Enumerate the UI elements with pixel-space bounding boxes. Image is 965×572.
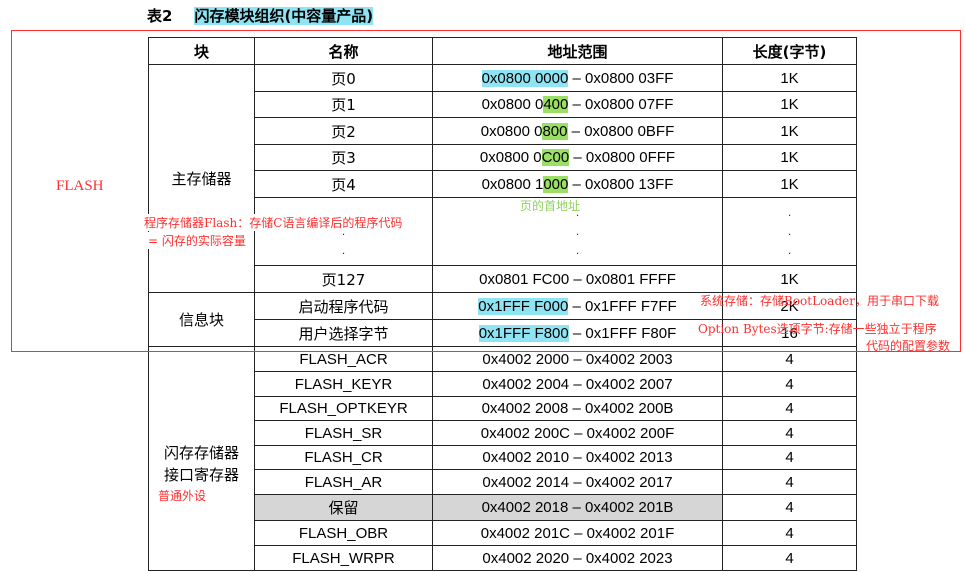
reg-name: FLASH_OBR xyxy=(254,520,433,546)
table-row: 闪存存储器 接口寄存器 FLASH_ACR 0x4002 2000 – 0x40… xyxy=(148,346,857,571)
reg-length: 4 xyxy=(722,346,857,372)
ellipsis-length: ... xyxy=(722,197,857,266)
reg-address: 0x4002 201C – 0x4002 201F xyxy=(432,520,723,546)
page-length: 1K xyxy=(722,170,857,198)
table-row: FLASH_OPTKEYR 0x4002 2008 – 0x4002 200B … xyxy=(149,396,857,421)
page-address: 0x0800 0400 – 0x0800 07FF xyxy=(432,91,723,118)
table-row: 页1 0x0800 0400 – 0x0800 07FF 1K xyxy=(149,91,857,118)
table-row: 页4 0x0800 1000 – 0x0800 13FF 1K xyxy=(149,170,857,198)
block-main: 主存储器 xyxy=(148,64,255,293)
table-row: 主存储器 页0 0x0800 0000 – 0x0800 03FF 1K xyxy=(148,64,857,293)
reg-length: 4 xyxy=(722,420,857,446)
block-info: 信息块 xyxy=(148,292,255,347)
reg-length: 4 xyxy=(722,445,857,470)
table-row: 页3 0x0800 0C00 – 0x0800 0FFF 1K xyxy=(149,144,857,171)
page-address: 0x0800 1000 – 0x0800 13FF xyxy=(432,170,723,198)
table-title-text: 闪存模块组织(中容量产品) xyxy=(194,7,374,25)
page-name: 页1 xyxy=(254,91,433,118)
reg-length: 4 xyxy=(722,520,857,546)
option-bytes-note: Option Bytes选项字节:存储一些独立于程序 xyxy=(698,322,937,336)
flash-label: FLASH xyxy=(56,178,104,194)
header-length: 长度(字节) xyxy=(722,37,857,65)
reg-name: FLASH_AR xyxy=(254,469,433,495)
info-name: 启动程序代码 xyxy=(254,292,433,320)
reg-address: 0x4002 2018 – 0x4002 201B xyxy=(432,494,723,521)
reg-address: 0x4002 2020 – 0x4002 2023 xyxy=(432,545,723,571)
reg-address: 0x4002 2004 – 0x4002 2007 xyxy=(432,371,723,397)
page-length: 1K xyxy=(722,265,857,293)
reg-address: 0x4002 200C – 0x4002 200F xyxy=(432,420,723,446)
program-memory-note: 程序存储器Flash：存储C语言编译后的程序代码 xyxy=(144,214,403,231)
reg-length: 4 xyxy=(722,545,857,571)
info-name: 用户选择字节 xyxy=(254,319,433,347)
page-length: 1K xyxy=(722,144,857,171)
reg-name: FLASH_ACR xyxy=(254,346,433,372)
page-length: 1K xyxy=(722,91,857,118)
table-row: FLASH_AR 0x4002 2014 – 0x4002 2017 4 xyxy=(149,469,857,495)
page-address: 0x0801 FC00 – 0x0801 FFFF xyxy=(432,265,723,293)
page-name: 页4 xyxy=(254,170,433,198)
table-title: 表2 闪存模块组织(中容量产品) xyxy=(147,5,374,26)
page-length: 1K xyxy=(722,64,857,92)
page-head-note: 页的首地址 xyxy=(520,199,581,213)
block-registers: 闪存存储器 接口寄存器 xyxy=(148,346,255,571)
table-row: 页2 0x0800 0800 – 0x0800 0BFF 1K xyxy=(149,117,857,145)
table-row: FLASH_OBR 0x4002 201C – 0x4002 201F 4 xyxy=(149,520,857,546)
page-name: 页127 xyxy=(254,265,433,293)
table-row: 信息块 启动程序代码 0x1FFF F000 – 0x1FFF F7FF 2K xyxy=(148,292,857,347)
reg-name: FLASH_WRPR xyxy=(254,545,433,571)
reg-length: 4 xyxy=(722,396,857,421)
info-length: 2K xyxy=(722,292,857,320)
ellipsis-address: ... xyxy=(432,197,723,266)
reg-name: 保留 xyxy=(254,494,433,521)
reg-length: 4 xyxy=(722,494,857,521)
reg-length: 4 xyxy=(722,469,857,495)
page-name: 页0 xyxy=(254,64,433,92)
reg-length: 4 xyxy=(722,371,857,397)
ellipsis-row: ... ... ... xyxy=(149,197,857,266)
reg-address: 0x4002 2008 – 0x4002 200B xyxy=(432,396,723,421)
reg-name: FLASH_KEYR xyxy=(254,371,433,397)
reg-address: 0x4002 2000 – 0x4002 2003 xyxy=(432,346,723,372)
block-registers-label: 闪存存储器 接口寄存器 xyxy=(163,443,239,484)
reg-name: FLASH_CR xyxy=(254,445,433,470)
table-row-reserved: 保留 0x4002 2018 – 0x4002 201B 4 xyxy=(148,494,857,521)
reg-name: FLASH_SR xyxy=(254,420,433,446)
table-number: 表2 xyxy=(147,7,173,25)
option-bytes-note-2: 代码的配置参数 xyxy=(866,339,951,353)
page-length: 1K xyxy=(722,117,857,145)
page-name: 页3 xyxy=(254,144,433,171)
page-address: 0x0800 0800 – 0x0800 0BFF xyxy=(432,117,723,145)
flash-organization-table: 块 名称 地址范围 长度(字节) 主存储器 页0 0x0800 0000 – 0… xyxy=(148,37,857,571)
header-name: 名称 xyxy=(254,37,433,65)
table-row: 用户选择字节 0x1FFF F800 – 0x1FFF F80F 16 xyxy=(149,319,857,347)
header-block: 块 xyxy=(148,37,255,65)
header-address: 地址范围 xyxy=(432,37,723,65)
reg-address: 0x4002 2010 – 0x4002 2013 xyxy=(432,445,723,470)
table-row: FLASH_WRPR 0x4002 2020 – 0x4002 2023 4 xyxy=(149,545,857,571)
system-memory-note: 系统存储：存储BootLoader，用于串口下载 xyxy=(700,294,939,308)
peripheral-note: 普通外设 xyxy=(158,489,207,503)
program-memory-note-2: = 闪存的实际容量 xyxy=(148,232,246,249)
table-row: FLASH_KEYR 0x4002 2004 – 0x4002 2007 4 xyxy=(149,371,857,397)
reg-address: 0x4002 2014 – 0x4002 2017 xyxy=(432,469,723,495)
ellipsis-name: ... xyxy=(254,197,433,266)
info-address: 0x1FFF F000 – 0x1FFF F7FF xyxy=(432,292,723,320)
page-name: 页2 xyxy=(254,117,433,145)
page-address: 0x0800 0000 – 0x0800 03FF xyxy=(432,64,723,92)
reg-name: FLASH_OPTKEYR xyxy=(254,396,433,421)
header-row: 块 名称 地址范围 长度(字节) xyxy=(148,37,857,65)
table-row: 页127 0x0801 FC00 – 0x0801 FFFF 1K xyxy=(149,265,857,293)
info-address: 0x1FFF F800 – 0x1FFF F80F xyxy=(432,319,723,347)
table-row: FLASH_SR 0x4002 200C – 0x4002 200F 4 xyxy=(149,420,857,446)
table-row: FLASH_CR 0x4002 2010 – 0x4002 2013 4 xyxy=(149,445,857,470)
page-address: 0x0800 0C00 – 0x0800 0FFF xyxy=(432,144,723,171)
